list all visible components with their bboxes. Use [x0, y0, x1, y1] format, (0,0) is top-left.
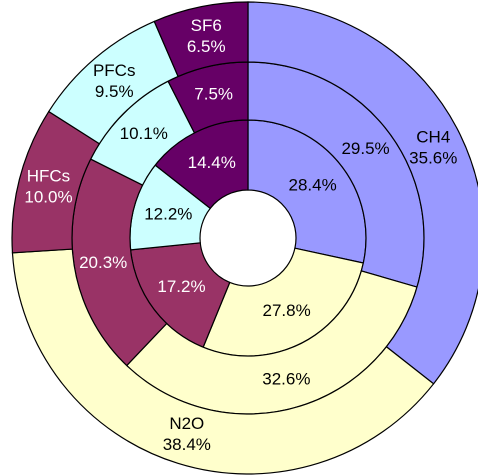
value-label: 14.4%: [188, 153, 236, 172]
value-label: 7.5%: [194, 85, 233, 104]
value-label: 10.0%: [24, 187, 72, 206]
value-label: 9.5%: [95, 82, 134, 101]
value-label: 10.1%: [120, 124, 168, 143]
value-label: 17.2%: [157, 277, 205, 296]
value-label: 27.8%: [263, 301, 311, 320]
value-label: 20.3%: [79, 253, 127, 272]
category-label: CH4: [416, 127, 450, 146]
value-label: 12.2%: [144, 204, 192, 223]
value-label: 28.4%: [289, 175, 337, 194]
value-label: 35.6%: [409, 148, 457, 167]
value-label: 29.5%: [341, 139, 389, 158]
value-label: 32.6%: [262, 369, 310, 388]
ring-segment: [153, 1, 249, 78]
category-label: PFCs: [93, 61, 136, 80]
ring-segment: [247, 1, 478, 385]
category-label: N2O: [169, 414, 204, 433]
category-label: SF6: [191, 16, 222, 35]
ring-segment: [11, 248, 435, 475]
category-label: HFCs: [27, 166, 70, 185]
value-label: 38.4%: [163, 435, 211, 454]
value-label: 6.5%: [187, 37, 226, 56]
